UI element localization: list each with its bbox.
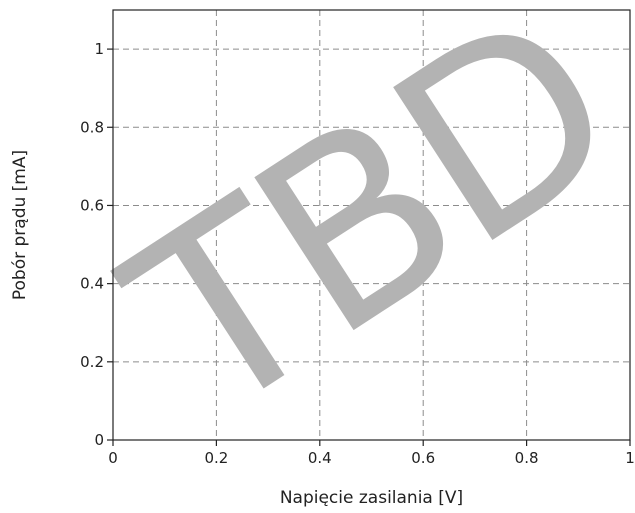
grid bbox=[113, 10, 630, 440]
x-tick-label: 0.2 bbox=[204, 449, 228, 467]
y-tick-label: 0.4 bbox=[80, 275, 104, 293]
y-axis-title: Pobór prądu [mA] bbox=[10, 150, 30, 300]
x-tick-label: 0.6 bbox=[411, 449, 435, 467]
x-tick-label: 0.4 bbox=[308, 449, 332, 467]
x-axis: 0 0.2 0.4 0.6 0.8 1 bbox=[108, 440, 635, 467]
y-tick-label: 0.8 bbox=[80, 118, 104, 136]
x-tick-label: 0 bbox=[108, 449, 118, 467]
y-tick-label: 0.6 bbox=[80, 196, 104, 214]
y-tick-label: 0 bbox=[94, 431, 104, 449]
y-axis: 0 0.2 0.4 0.6 0.8 1 bbox=[80, 40, 113, 449]
x-tick-label: 1 bbox=[625, 449, 635, 467]
x-tick-label: 0.8 bbox=[515, 449, 539, 467]
y-tick-label: 1 bbox=[94, 40, 104, 58]
plot-frame bbox=[112, 9, 631, 441]
y-tick-label: 0.2 bbox=[80, 353, 104, 371]
x-axis-title: Napięcie zasilania [V] bbox=[280, 488, 463, 508]
plot-area bbox=[113, 10, 630, 440]
